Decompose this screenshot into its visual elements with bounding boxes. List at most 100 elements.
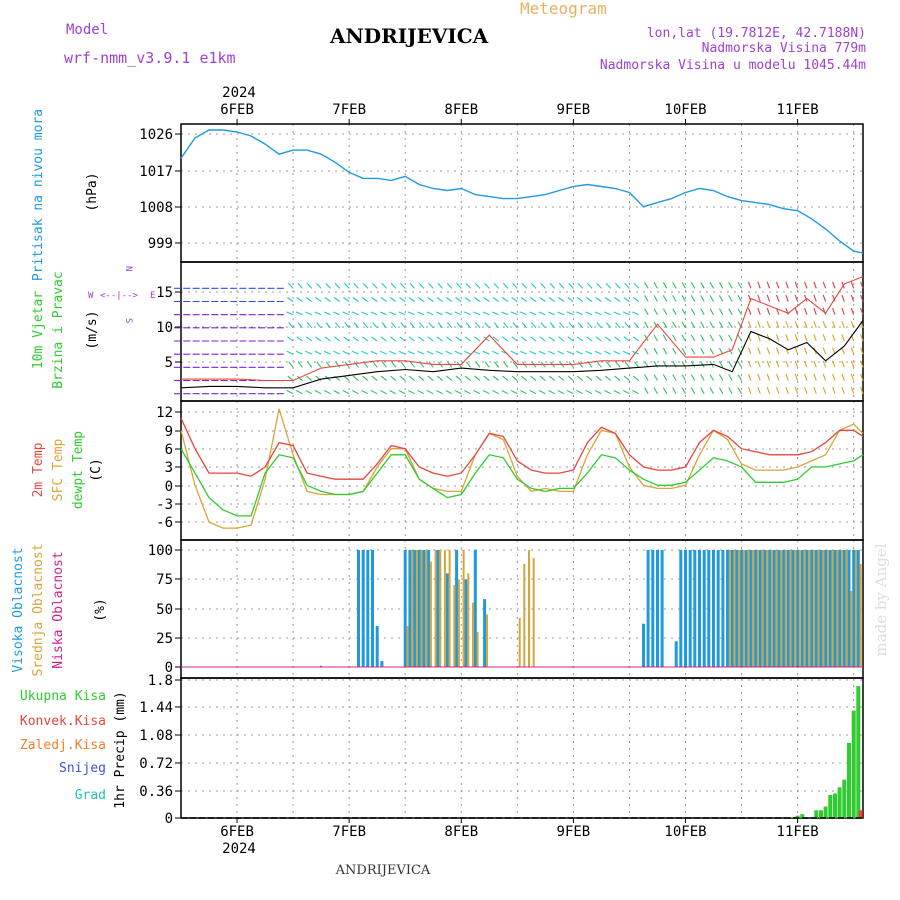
cloud-bar bbox=[448, 550, 451, 667]
wind-arrow bbox=[690, 282, 696, 289]
ytick-label: 999 bbox=[148, 236, 173, 252]
wind-arrow bbox=[287, 282, 294, 289]
wind-arrow bbox=[352, 297, 359, 302]
wind-arrow bbox=[557, 297, 565, 302]
wind-arrow bbox=[492, 390, 499, 395]
wind-arrow bbox=[822, 386, 827, 394]
cloud-bar bbox=[371, 550, 374, 667]
wind-arrow bbox=[832, 386, 836, 394]
wind-arrow bbox=[361, 390, 369, 395]
ytick-label: 1026 bbox=[139, 127, 173, 143]
wind-arrow bbox=[454, 390, 462, 395]
wind-arrow bbox=[624, 361, 630, 368]
wind-arrow bbox=[390, 282, 397, 289]
wind-arrow bbox=[728, 334, 733, 342]
cloud-bar bbox=[417, 550, 421, 667]
temp2m-line bbox=[180, 417, 864, 480]
wind-arrow bbox=[344, 282, 350, 289]
temp-ylabel: (C) bbox=[89, 458, 104, 481]
wind-arrow bbox=[566, 311, 574, 316]
wind-arrow bbox=[342, 390, 350, 395]
wind-arrow bbox=[644, 295, 649, 302]
wind-arrow bbox=[408, 336, 415, 342]
ytick-label: 0.72 bbox=[139, 756, 173, 772]
wind-arrow bbox=[850, 360, 855, 368]
cloud-bar bbox=[763, 550, 767, 667]
wind-arrow bbox=[614, 375, 621, 381]
model-label: Model bbox=[66, 22, 108, 38]
ytick-label: 1017 bbox=[139, 164, 173, 180]
wind-arrow bbox=[794, 307, 799, 315]
cloud-bar bbox=[420, 550, 423, 667]
wind-arrow bbox=[316, 322, 322, 329]
cloud-bar bbox=[810, 550, 814, 667]
wind-arrow bbox=[287, 297, 294, 302]
precip-ylabel: 1hr Precip (mm) bbox=[113, 691, 128, 808]
wind-arrow bbox=[520, 336, 528, 342]
wind-arrow bbox=[700, 387, 705, 394]
cloud-bar bbox=[859, 564, 862, 667]
cloud-bar bbox=[462, 550, 465, 667]
bottom-day-label: 11FEB bbox=[777, 824, 819, 840]
wind-arrow bbox=[296, 375, 303, 381]
wind-arrow bbox=[850, 347, 855, 355]
wind-arrow bbox=[529, 390, 537, 395]
wind-arrow bbox=[644, 282, 649, 289]
cloud-mid-label: Srednja Oblacnost bbox=[31, 543, 46, 676]
cloud-bar bbox=[688, 550, 692, 667]
cloud-bar bbox=[413, 550, 417, 667]
wind-arrow bbox=[296, 336, 303, 342]
wind-arrow bbox=[785, 334, 789, 342]
wind-arrow bbox=[585, 297, 593, 302]
cloud-bar bbox=[842, 550, 846, 667]
wind-arrow bbox=[718, 387, 724, 394]
wind-arrow bbox=[398, 311, 406, 316]
wind-arrow bbox=[766, 294, 771, 302]
wind-arrow bbox=[314, 350, 322, 355]
wind-arrow bbox=[850, 321, 855, 329]
wind-arrow bbox=[804, 386, 808, 394]
wind-arrow bbox=[794, 373, 799, 381]
ytick-label: 0 bbox=[165, 479, 173, 495]
cloud-bar bbox=[679, 550, 683, 667]
wind-arrow bbox=[305, 350, 313, 355]
wind-arrow bbox=[446, 282, 453, 289]
wind-arrow bbox=[305, 311, 313, 316]
wind-arrow bbox=[454, 350, 462, 355]
wind-arrow bbox=[585, 311, 593, 316]
wind-arrow bbox=[718, 308, 724, 315]
wind-arrow bbox=[606, 361, 612, 368]
wind-arrow bbox=[538, 390, 546, 395]
footer-station: ANDRIJEVICA bbox=[335, 863, 431, 878]
wind-arrow bbox=[512, 361, 518, 368]
wind-arrow bbox=[747, 307, 752, 315]
wind-arrow bbox=[493, 282, 500, 289]
wind-arrow bbox=[700, 295, 705, 302]
ytick-label: 1.8 bbox=[148, 673, 173, 689]
cloud-bar bbox=[805, 550, 809, 667]
cloud-bar bbox=[660, 550, 664, 667]
wind-arrow bbox=[286, 390, 294, 395]
wind-arrow bbox=[804, 294, 808, 302]
cloud-bar bbox=[425, 550, 428, 667]
wind-arrow bbox=[747, 347, 752, 355]
ytick-label: 0 bbox=[165, 811, 173, 827]
wind-arrow bbox=[804, 321, 808, 329]
wind-arrow bbox=[456, 282, 462, 289]
wind-arrow bbox=[417, 336, 425, 342]
wind-arrow bbox=[672, 308, 677, 315]
wind-arrow bbox=[615, 322, 621, 329]
cloud-bar bbox=[457, 579, 460, 668]
wind-arrow bbox=[775, 347, 780, 355]
wind-arrow bbox=[333, 311, 341, 316]
wind-arrow bbox=[426, 311, 434, 316]
cloud-bar bbox=[434, 550, 437, 667]
cloud-bar bbox=[761, 550, 764, 667]
wind-arrow bbox=[475, 361, 481, 368]
altitude-text: Nadmorska Visina 779m bbox=[702, 41, 867, 56]
cloud-bar bbox=[796, 665, 799, 667]
wind-arrow bbox=[501, 390, 509, 395]
wind-arrow bbox=[557, 350, 565, 355]
wind-arrow bbox=[446, 336, 453, 342]
cloud-bar bbox=[780, 550, 783, 667]
